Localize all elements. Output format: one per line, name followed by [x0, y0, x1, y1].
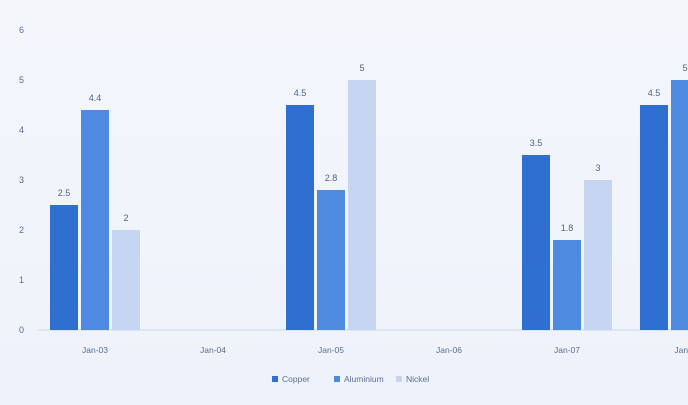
data-label: 3.5: [530, 138, 543, 148]
y-tick-label: 0: [19, 325, 24, 335]
legend-label: Nickel: [406, 374, 429, 384]
legend: Copper Aluminium Nickel: [272, 374, 429, 384]
legend-swatch-nickel: [396, 376, 402, 382]
bar-aluminium: [81, 110, 109, 330]
y-tick-label: 6: [19, 25, 24, 35]
y-tick-label: 1: [19, 275, 24, 285]
bar-nickel: [584, 180, 612, 330]
legend-label: Aluminium: [344, 374, 384, 384]
y-tick-label: 2: [19, 225, 24, 235]
data-label: 1.8: [561, 223, 574, 233]
bar-copper: [286, 105, 314, 330]
bar-aluminium: [317, 190, 345, 330]
data-label: 4.5: [648, 88, 661, 98]
x-tick-label: Jan-03: [82, 345, 108, 355]
data-label: 4.5: [294, 88, 307, 98]
legend-label: Copper: [282, 374, 310, 384]
y-tick-label: 3: [19, 175, 24, 185]
y-tick-label: 5: [19, 75, 24, 85]
data-label: 2.5: [58, 188, 71, 198]
bar-copper: [50, 205, 78, 330]
x-tick-label: Jan-06: [436, 345, 462, 355]
x-tick-label: Jan-04: [200, 345, 226, 355]
legend-swatch-aluminium: [334, 376, 340, 382]
bar-copper: [640, 105, 668, 330]
data-label: 5: [682, 63, 687, 73]
data-label: 3: [595, 163, 600, 173]
x-tick-label: Jan-0: [674, 345, 688, 355]
data-label: 4.4: [89, 93, 102, 103]
bar-copper: [522, 155, 550, 330]
legend-swatch-copper: [272, 376, 278, 382]
x-axis-ticks: Jan-03 Jan-04 Jan-05 Jan-06 Jan-07 Jan-0: [82, 345, 688, 355]
bar-nickel: [112, 230, 140, 330]
y-tick-label: 4: [19, 125, 24, 135]
bar-series-group: 2.5 4.4 2 4.5 2.8 5 3.5 1.8 3 4.5 5: [50, 63, 688, 330]
bar-aluminium: [553, 240, 581, 330]
x-tick-label: Jan-05: [318, 345, 344, 355]
bar-aluminium: [671, 80, 688, 330]
data-label: 2.8: [325, 173, 338, 183]
x-tick-label: Jan-07: [554, 345, 580, 355]
data-label: 2: [123, 213, 128, 223]
bar-nickel: [348, 80, 376, 330]
y-axis-ticks: 0 1 2 3 4 5 6: [19, 25, 24, 335]
data-label: 5: [359, 63, 364, 73]
